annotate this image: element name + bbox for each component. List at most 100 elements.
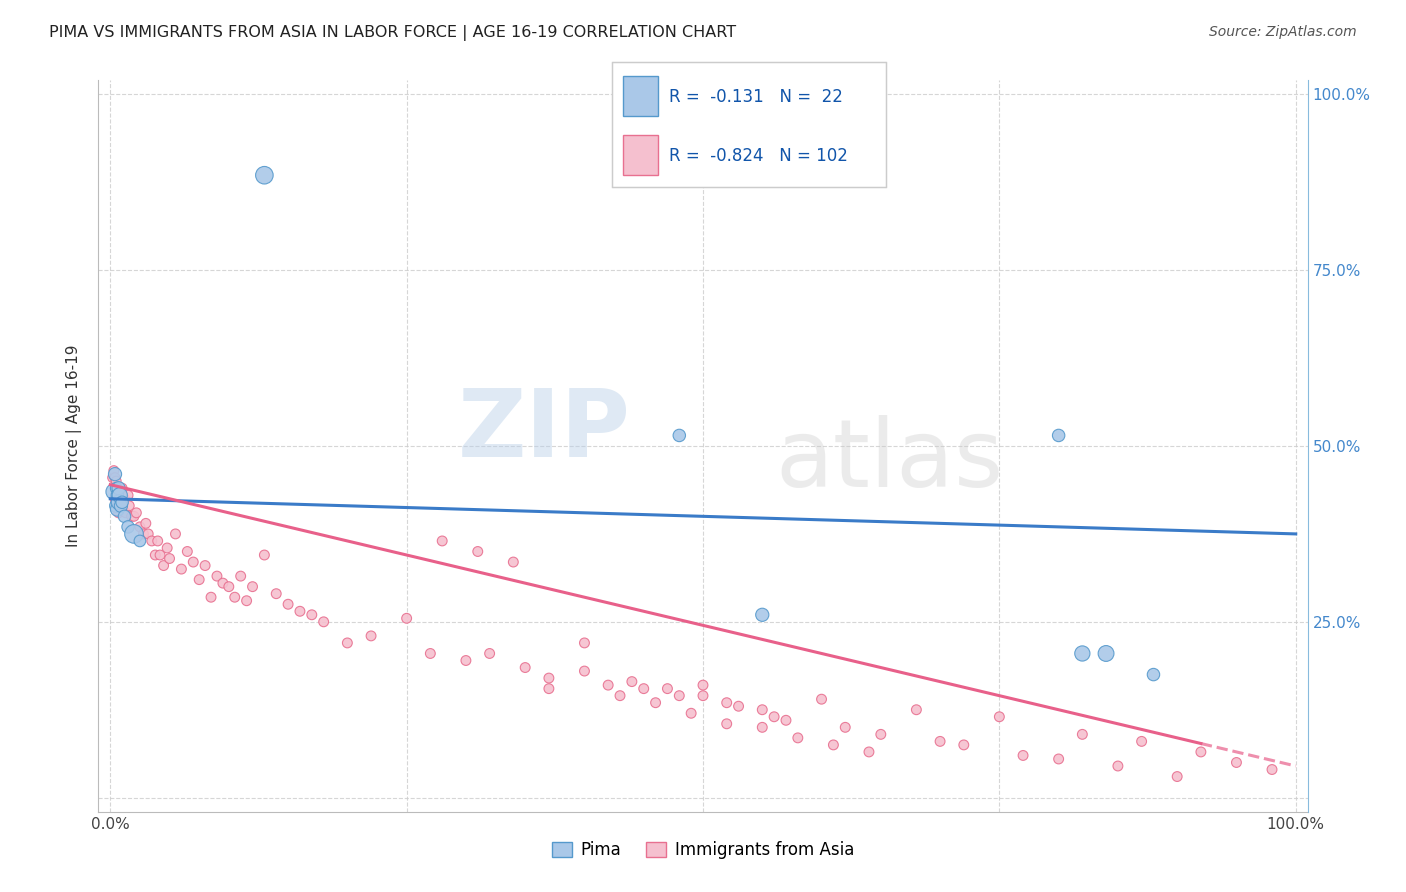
- Point: [454, 653, 477, 667]
- Point: [929, 734, 952, 748]
- Point: [810, 692, 832, 706]
- Point: [117, 520, 139, 534]
- Point: [141, 533, 163, 548]
- Point: [988, 710, 1011, 724]
- Point: [1071, 647, 1094, 661]
- Point: [763, 710, 786, 724]
- Point: [312, 615, 335, 629]
- Point: [188, 573, 211, 587]
- Point: [515, 660, 537, 674]
- FancyBboxPatch shape: [623, 76, 658, 116]
- Point: [117, 488, 139, 502]
- Point: [264, 587, 287, 601]
- Point: [135, 516, 157, 531]
- Point: [170, 562, 193, 576]
- Point: [103, 464, 125, 478]
- Point: [132, 527, 155, 541]
- Point: [681, 706, 703, 721]
- Point: [107, 495, 129, 509]
- Point: [467, 544, 489, 558]
- Text: PIMA VS IMMIGRANTS FROM ASIA IN LABOR FORCE | AGE 16-19 CORRELATION CHART: PIMA VS IMMIGRANTS FROM ASIA IN LABOR FO…: [49, 25, 737, 41]
- Point: [114, 509, 136, 524]
- Point: [751, 720, 773, 734]
- Point: [105, 495, 128, 509]
- Point: [537, 681, 560, 696]
- Point: [104, 467, 127, 482]
- Point: [159, 551, 181, 566]
- Point: [194, 558, 217, 573]
- Point: [118, 499, 141, 513]
- Point: [107, 506, 129, 520]
- Point: [419, 647, 441, 661]
- Point: [1142, 667, 1164, 681]
- Point: [609, 689, 631, 703]
- Point: [105, 499, 128, 513]
- Point: [1107, 759, 1129, 773]
- Point: [716, 696, 738, 710]
- Point: [502, 555, 524, 569]
- Point: [360, 629, 382, 643]
- Point: [111, 481, 134, 495]
- Point: [668, 689, 690, 703]
- Point: [111, 495, 134, 509]
- Point: [121, 509, 143, 524]
- Text: Source: ZipAtlas.com: Source: ZipAtlas.com: [1209, 25, 1357, 39]
- Point: [574, 664, 596, 678]
- Point: [1130, 734, 1153, 748]
- Point: [716, 716, 738, 731]
- Point: [869, 727, 891, 741]
- Point: [253, 548, 276, 562]
- Text: ZIP: ZIP: [457, 385, 630, 477]
- Point: [105, 481, 128, 495]
- Point: [823, 738, 845, 752]
- Point: [165, 527, 187, 541]
- Point: [104, 470, 127, 484]
- Point: [277, 597, 299, 611]
- Point: [786, 731, 808, 745]
- Point: [107, 484, 129, 499]
- Point: [176, 544, 198, 558]
- Point: [105, 474, 128, 488]
- Point: [644, 696, 666, 710]
- Point: [633, 681, 655, 696]
- Point: [1012, 748, 1035, 763]
- Point: [235, 593, 257, 607]
- Point: [110, 488, 132, 502]
- Point: [668, 428, 690, 442]
- Point: [692, 689, 714, 703]
- Point: [1071, 727, 1094, 741]
- Point: [136, 527, 159, 541]
- Text: R =  -0.131   N =  22: R = -0.131 N = 22: [669, 88, 844, 106]
- Point: [205, 569, 228, 583]
- Point: [905, 703, 928, 717]
- Point: [1225, 756, 1247, 770]
- Point: [1189, 745, 1212, 759]
- Point: [952, 738, 974, 752]
- Point: [775, 714, 797, 728]
- Point: [110, 499, 132, 513]
- Point: [122, 509, 145, 524]
- Point: [1047, 752, 1070, 766]
- Point: [149, 548, 172, 562]
- Point: [598, 678, 620, 692]
- Point: [108, 481, 131, 495]
- Y-axis label: In Labor Force | Age 16-19: In Labor Force | Age 16-19: [66, 344, 83, 548]
- Point: [834, 720, 856, 734]
- Point: [212, 576, 235, 591]
- Point: [122, 527, 145, 541]
- Point: [858, 745, 880, 759]
- Text: R =  -0.824   N = 102: R = -0.824 N = 102: [669, 147, 848, 165]
- Point: [751, 607, 773, 622]
- Point: [301, 607, 323, 622]
- Point: [105, 481, 128, 495]
- Point: [114, 506, 136, 520]
- Point: [1095, 647, 1118, 661]
- Legend: Pima, Immigrants from Asia: Pima, Immigrants from Asia: [546, 834, 860, 865]
- Point: [537, 671, 560, 685]
- Point: [156, 541, 179, 555]
- Point: [105, 499, 128, 513]
- Point: [253, 168, 276, 182]
- FancyBboxPatch shape: [623, 135, 658, 175]
- Point: [432, 533, 454, 548]
- Point: [229, 569, 252, 583]
